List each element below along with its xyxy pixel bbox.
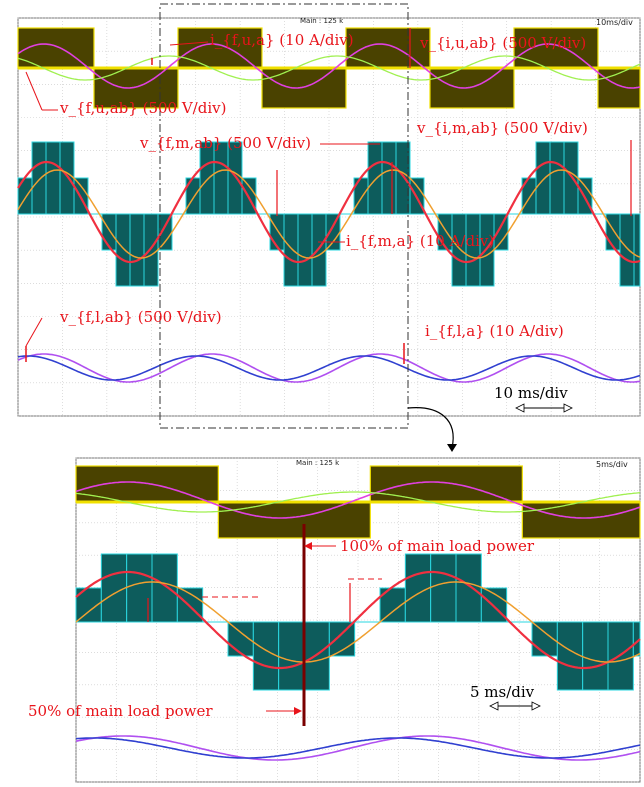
- middle-pwm-block: [269, 213, 285, 251]
- upper-voltage-trace: [75, 481, 641, 519]
- zoom-arrow: [407, 407, 454, 449]
- label-v-f-u-ab: v_{f,u,ab} (500 V/div): [59, 99, 226, 117]
- bottom-timebase-annotation: 5 ms/div: [470, 683, 535, 701]
- middle-pwm-block: [59, 141, 75, 215]
- middle-pwm-block: [278, 621, 305, 691]
- label-v-f-m-ab: v_{f,m,ab} (500 V/div): [139, 134, 311, 152]
- middle-pwm-block: [605, 213, 621, 251]
- label-i-f-m-a: i_{f,m,a} (10 A/div): [346, 232, 494, 250]
- middle-pwm-block: [151, 553, 178, 623]
- middle-pwm-block: [430, 553, 457, 623]
- middle-pwm-block: [101, 213, 117, 251]
- middle-pwm-block: [451, 213, 467, 287]
- middle-pwm-block: [227, 141, 243, 215]
- middle-pwm-block: [493, 213, 509, 251]
- middle-pwm-block: [381, 141, 397, 215]
- middle-voltage-trace: [17, 160, 641, 264]
- upper-voltage-trace: [17, 43, 641, 89]
- label-v-f-l-ab: v_{f,l,ab} (500 V/div): [59, 308, 222, 326]
- middle-pwm-block: [115, 213, 131, 287]
- upper-pwm-block: [177, 27, 263, 69]
- upper-pwm-block: [17, 27, 95, 69]
- middle-pwm-block: [479, 213, 495, 287]
- middle-pwm-block: [100, 553, 128, 623]
- bottom-scope-annotations: 100% of main load power 50% of main load…: [28, 524, 541, 726]
- middle-pwm-block: [325, 213, 341, 251]
- label-i-f-l-a: i_{f,l,a} (10 A/div): [425, 322, 564, 340]
- upper-pwm-block: [429, 67, 515, 109]
- label-100-percent-load: 100% of main load power: [340, 537, 535, 555]
- label-v-i-m-ab: v_{i,m,ab} (500 V/div): [416, 119, 588, 137]
- middle-pwm-block: [535, 141, 551, 215]
- upper-current-trace: [75, 491, 641, 513]
- middle-current-trace: [17, 169, 641, 259]
- top-scope-annotations: i_{f,u,a} (10 A/div) v_{i,u,ab} (500 V/d…: [25, 28, 632, 413]
- middle-current-trace: [75, 581, 641, 663]
- lower-current-trace: [75, 737, 641, 759]
- middle-pwm-block: [283, 213, 299, 287]
- label-v-i-u-ab: v_{i,u,ab} (500 V/div): [419, 34, 586, 52]
- middle-pwm-block: [367, 141, 383, 215]
- bottom-scope-timebase: 5ms/div: [596, 460, 628, 469]
- lower-current-trace: [17, 355, 641, 381]
- middle-pwm-block: [311, 213, 327, 287]
- middle-pwm-block: [619, 213, 635, 287]
- zoom-region-box: [159, 3, 409, 429]
- upper-pwm-block: [261, 67, 347, 109]
- label-50-percent-load: 50% of main load power: [28, 702, 213, 720]
- top-scope-timebase: 10ms/div: [596, 18, 633, 27]
- bottom-scope-header: Main : 125 k: [296, 459, 340, 467]
- middle-pwm-block: [582, 621, 609, 691]
- middle-pwm-block: [252, 621, 280, 691]
- upper-pwm-block: [521, 501, 641, 539]
- middle-pwm-block: [129, 213, 145, 287]
- upper-pwm-block: [217, 501, 371, 539]
- middle-pwm-block: [633, 213, 641, 287]
- middle-pwm-block: [31, 141, 47, 215]
- upper-current-trace: [17, 55, 641, 81]
- top-timebase-annotation: 10 ms/div: [494, 384, 568, 402]
- middle-pwm-block: [45, 141, 61, 215]
- middle-pwm-block: [199, 141, 215, 215]
- middle-pwm-block: [143, 213, 159, 287]
- zoom-arrowhead: [447, 444, 457, 452]
- top-scope-header: Main : 125 k: [300, 17, 344, 25]
- middle-pwm-block: [455, 553, 482, 623]
- middle-pwm-block: [549, 141, 565, 215]
- middle-voltage-trace: [75, 570, 641, 670]
- label-i-f-u-a: i_{f,u,a} (10 A/div): [210, 31, 354, 49]
- middle-pwm-block: [465, 213, 481, 287]
- middle-pwm-block: [563, 141, 579, 215]
- middle-pwm-block: [297, 213, 313, 287]
- top-scope-panel: Main : 125 k 10ms/div: [17, 17, 641, 417]
- middle-pwm-block: [404, 553, 432, 623]
- middle-pwm-block: [556, 621, 584, 691]
- bottom-scope-panel: Main : 125 k 5ms/div: [75, 457, 641, 783]
- upper-pwm-block: [93, 67, 179, 109]
- middle-pwm-block: [213, 141, 229, 215]
- bottom-scope-traces: [75, 465, 641, 761]
